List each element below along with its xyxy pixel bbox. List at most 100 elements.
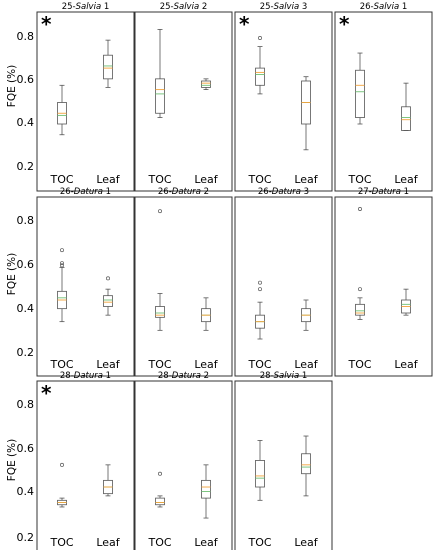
- panel: 26-Datura 1 TOC Leaf: [36, 187, 135, 377]
- panel-title: 25-Salvia 3: [260, 2, 308, 12]
- panel: 25-Salvia 2 TOC Leaf: [134, 2, 233, 192]
- x-tick-label: TOC: [49, 173, 73, 186]
- y-tick-label: 0.8: [17, 30, 35, 43]
- significance-star: *: [239, 12, 250, 36]
- x-tick-label: TOC: [247, 536, 271, 549]
- y-tick-label: 0.2: [17, 531, 35, 544]
- panel-frame: [36, 11, 135, 192]
- x-tick-label: TOC: [347, 358, 371, 371]
- panel: 28-Datura 2 TOC Leaf: [134, 371, 233, 550]
- iqr-box: [201, 479, 211, 499]
- box-toc: TOC: [347, 207, 372, 371]
- x-tick-label: Leaf: [96, 536, 120, 549]
- iqr-box: [103, 54, 113, 80]
- x-tick-label: Leaf: [194, 358, 218, 371]
- outlier-point: [258, 287, 262, 292]
- y-axis-label: FQE (%): [6, 439, 18, 481]
- y-tick-label: 0.4: [17, 116, 35, 129]
- x-tick-label: Leaf: [96, 173, 120, 186]
- panel-frame: [334, 11, 433, 192]
- box-leaf: Leaf: [394, 82, 419, 186]
- outlier-point: [106, 276, 110, 281]
- significance-star: *: [41, 12, 52, 36]
- iqr-box: [301, 453, 311, 475]
- x-tick-label: TOC: [247, 173, 271, 186]
- panel-frame: [36, 196, 135, 377]
- panel-title: 27-Datura 1: [358, 187, 409, 197]
- panel-frame: [234, 196, 333, 377]
- iqr-box: [155, 497, 165, 506]
- panel-title: 25-Salvia 1: [62, 2, 110, 12]
- y-tick-label: 0.4: [17, 485, 35, 498]
- panel-frame: [234, 11, 333, 192]
- iqr-box: [255, 460, 265, 488]
- y-tick-label: 0.4: [17, 302, 35, 315]
- panel: 26-Salvia 1 * TOC Leaf: [334, 2, 433, 192]
- x-tick-label: Leaf: [294, 358, 318, 371]
- box-leaf: Leaf: [394, 288, 419, 371]
- iqr-box: [401, 106, 411, 131]
- iqr-box: [155, 306, 165, 318]
- box-leaf: Leaf: [194, 297, 219, 371]
- box-leaf: Leaf: [294, 76, 319, 186]
- y-tick-label: 0.2: [17, 346, 35, 359]
- y-axis-group-row-2: FQE (%) 0.8 0.6 0.4 0.2: [6, 214, 34, 359]
- x-tick-label: Leaf: [294, 536, 318, 549]
- outlier-point: [60, 263, 64, 268]
- box-toc: TOC: [247, 280, 272, 371]
- outlier-point: [358, 207, 362, 211]
- panel-frame: [334, 196, 433, 377]
- y-axis-group-row-3: FQE (%) 0.8 0.6 0.4 0.2: [6, 398, 34, 544]
- box-toc: TOC: [347, 52, 372, 186]
- box-toc: TOC: [147, 209, 172, 371]
- box-toc: TOC: [49, 462, 74, 549]
- y-tick-label: 0.8: [17, 398, 35, 411]
- x-tick-label: TOC: [347, 173, 371, 186]
- box-toc: TOC: [247, 440, 272, 549]
- y-tick-label: 0.6: [17, 442, 35, 455]
- panel-frame: [134, 11, 233, 192]
- box-leaf: Leaf: [294, 299, 319, 371]
- panel: 25-Salvia 3 * TOC Leaf: [234, 2, 333, 192]
- y-axis-group-row-1: FQE (%) 0.8 0.6 0.4 0.2: [6, 30, 34, 173]
- outlier-point: [258, 280, 262, 285]
- panel: 26-Datura 3 TOC Leaf: [234, 187, 333, 377]
- outlier-point: [60, 248, 64, 253]
- panel-frame: [36, 380, 135, 550]
- panel: 26-Datura 2 TOC Leaf: [134, 187, 233, 377]
- outlier-point: [358, 287, 362, 292]
- box-leaf: Leaf: [194, 78, 219, 186]
- panel: 28-Datura 1 * TOC Leaf: [36, 371, 135, 550]
- x-tick-label: TOC: [147, 536, 171, 549]
- panel: 28-Salvia 1 TOC Leaf: [234, 371, 333, 550]
- y-tick-label: 0.2: [17, 160, 35, 173]
- box-toc: TOC: [49, 248, 74, 371]
- x-tick-label: Leaf: [194, 173, 218, 186]
- y-tick-label: 0.6: [17, 73, 35, 86]
- box-toc: TOC: [49, 84, 74, 186]
- panel: 25-Salvia 1 * TOC Leaf: [36, 2, 135, 192]
- outlier-point: [60, 462, 64, 467]
- iqr-box: [201, 80, 211, 88]
- outlier-point: [60, 261, 64, 266]
- y-axis-label: FQE (%): [6, 253, 18, 295]
- box-leaf: Leaf: [96, 39, 121, 186]
- box-leaf: Leaf: [96, 464, 121, 549]
- panel-title: 28-Datura 1: [60, 371, 111, 381]
- y-tick-label: 0.8: [17, 214, 35, 227]
- outlier-point: [158, 209, 162, 214]
- x-tick-label: TOC: [49, 358, 73, 371]
- box-leaf: Leaf: [194, 464, 219, 549]
- panel-title: 25-Salvia 2: [160, 2, 208, 12]
- x-tick-label: TOC: [49, 536, 73, 549]
- box-toc: TOC: [147, 471, 172, 549]
- x-tick-label: Leaf: [394, 173, 418, 186]
- significance-star: *: [339, 12, 350, 36]
- box-leaf: Leaf: [294, 435, 319, 549]
- x-tick-label: TOC: [247, 358, 271, 371]
- panel-frame: [134, 380, 233, 550]
- panel-title: 26-Datura 3: [258, 187, 309, 197]
- x-tick-label: Leaf: [294, 173, 318, 186]
